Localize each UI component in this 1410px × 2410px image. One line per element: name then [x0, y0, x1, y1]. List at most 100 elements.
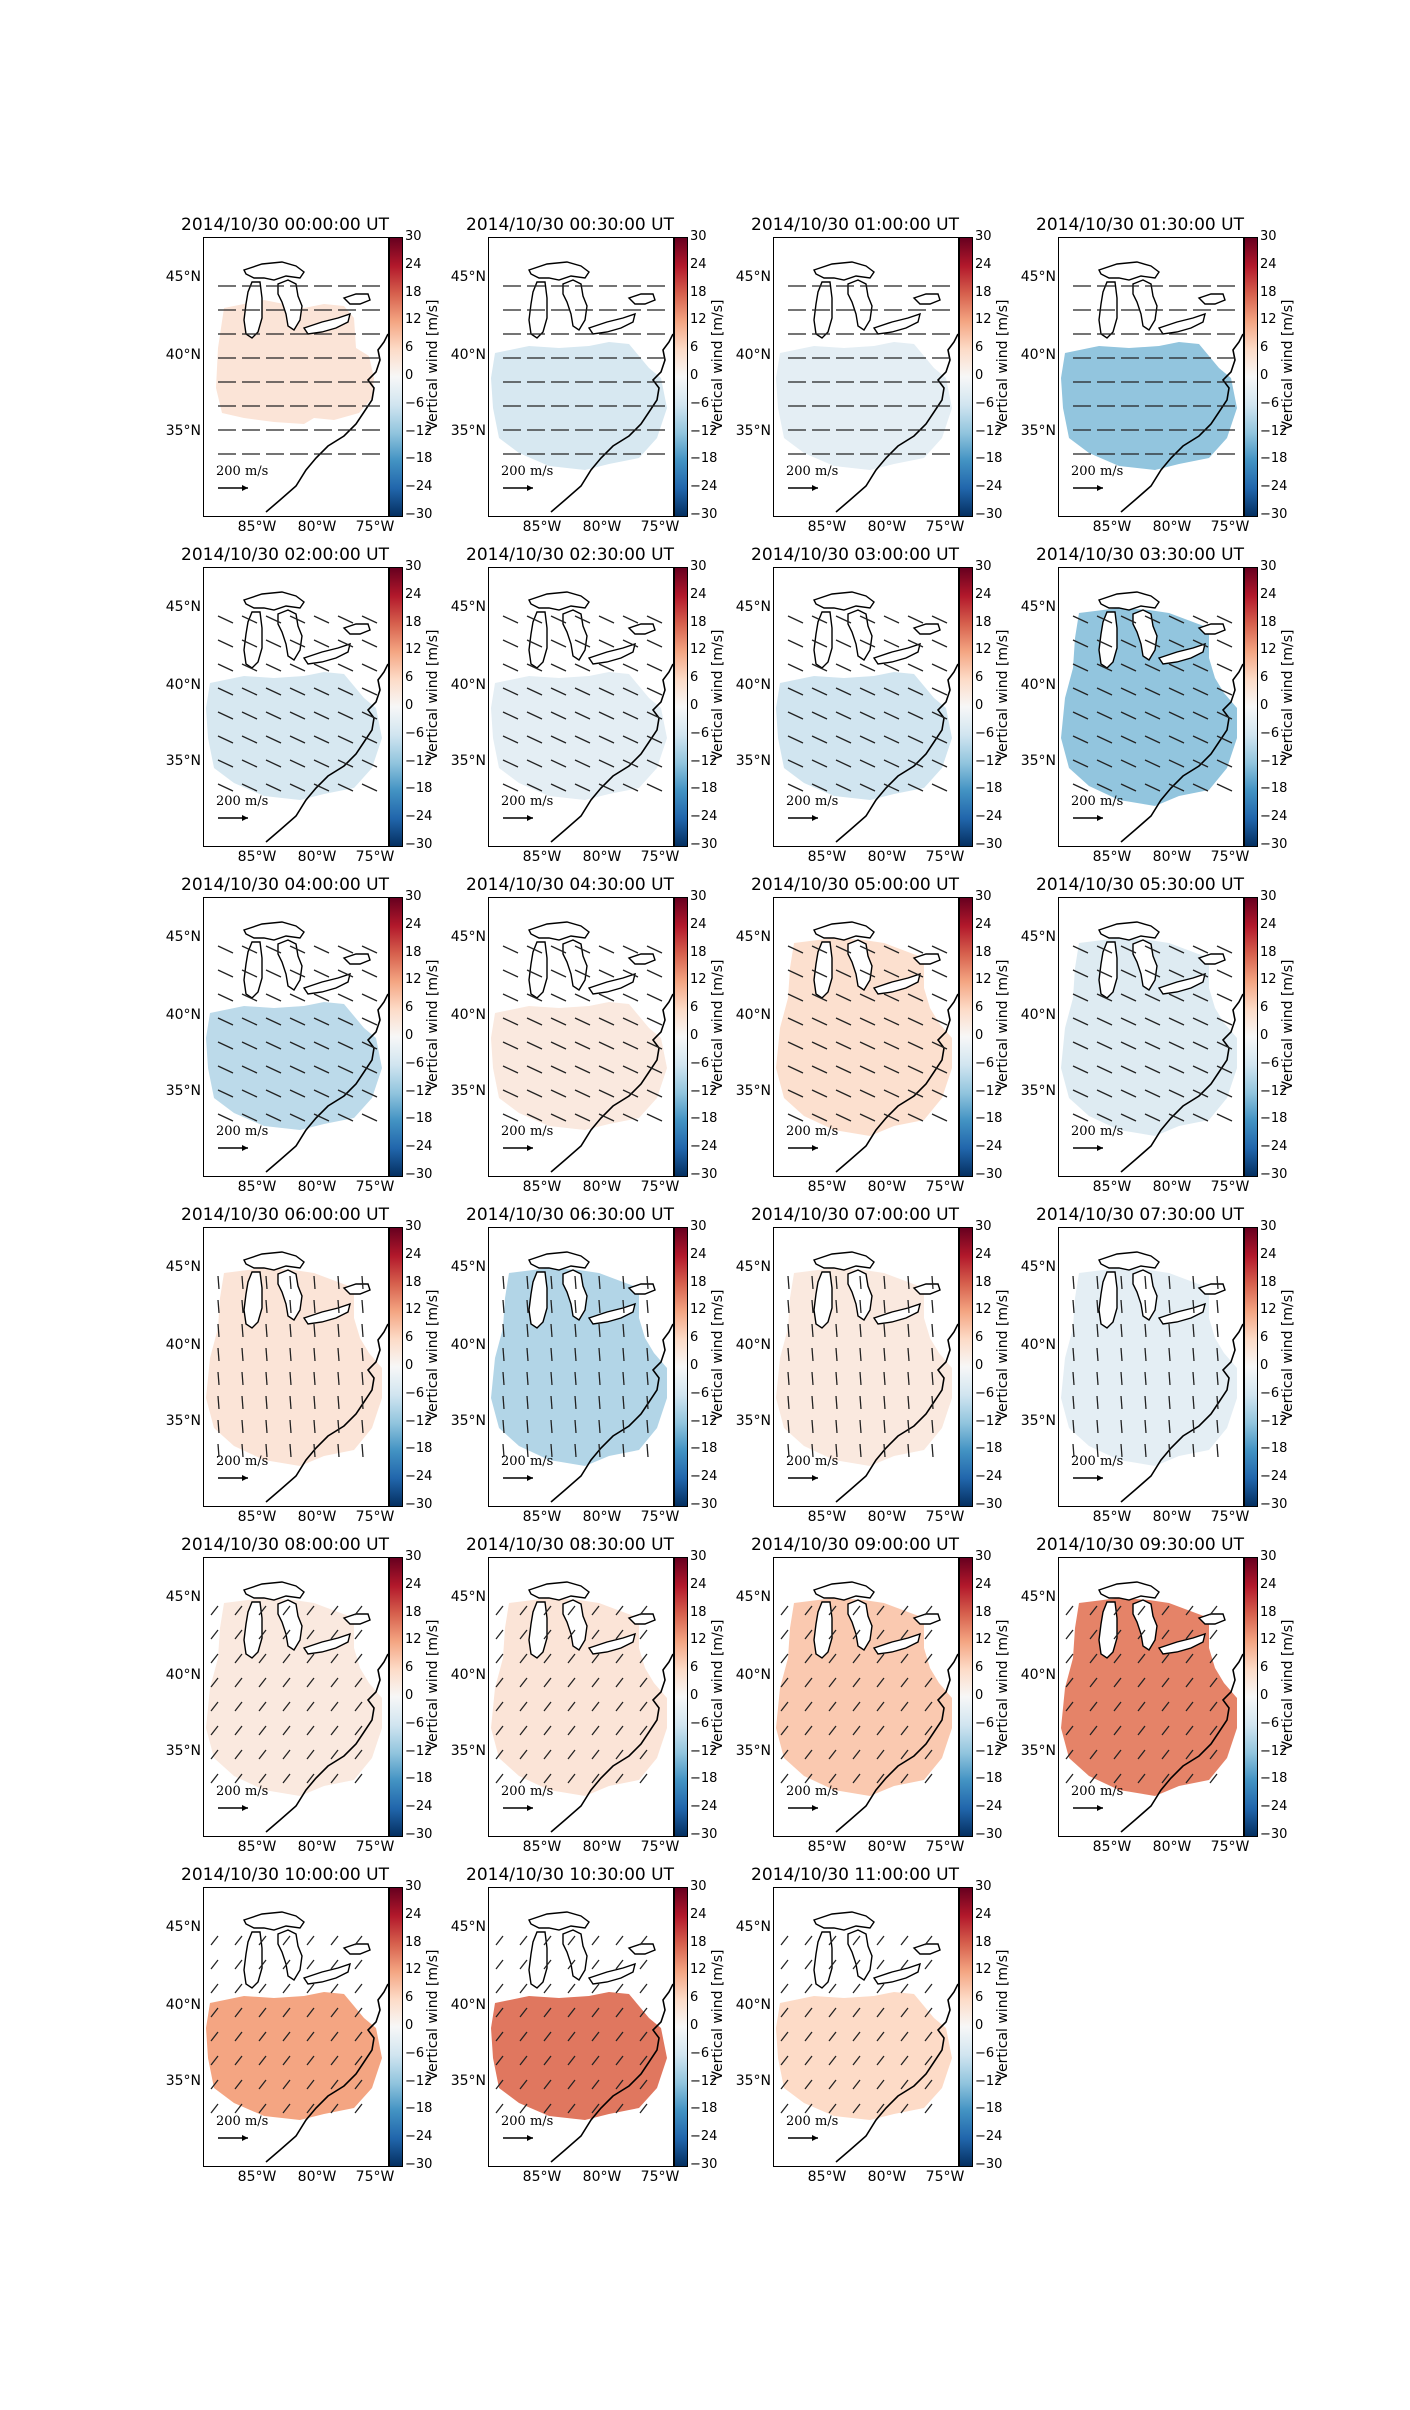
- colorbar-tick-label: −24: [405, 809, 433, 825]
- colorbar-tick-label: 12: [405, 642, 422, 658]
- wind-vector: [811, 735, 828, 744]
- wind-vector: [859, 1017, 876, 1026]
- wind-vector: [591, 1983, 600, 1994]
- wind-vector: [574, 969, 591, 978]
- wind-vector: [550, 735, 567, 744]
- colorbar-tick-label: −30: [405, 1497, 433, 1512]
- wind-vector: [811, 1041, 828, 1050]
- wind-vector: [598, 1323, 601, 1338]
- wind-vector: [622, 687, 639, 696]
- wind-vector: [1192, 711, 1209, 720]
- lake-outline: [847, 1929, 873, 1981]
- lake-outline: [847, 939, 873, 991]
- latitude-label: 40°N: [1020, 1007, 1056, 1023]
- wind-vector: [924, 1983, 933, 1994]
- wind-vector: [804, 1959, 813, 1970]
- colorbar-tick-label: 30: [1260, 559, 1277, 574]
- wind-vector: [622, 993, 639, 1002]
- colorbar-tick-label: −6: [1260, 395, 1280, 411]
- wind-vector: [330, 1959, 339, 1970]
- wind-vector: [828, 1629, 837, 1640]
- wind-vector: [1168, 615, 1185, 624]
- wind-vector: [217, 615, 234, 624]
- colorbar-tick-label: 6: [1260, 340, 1269, 356]
- wind-vector: [1096, 969, 1113, 978]
- scale-arrow-head: [1097, 1145, 1103, 1151]
- wind-vector: [639, 2007, 648, 2018]
- scale-label: 200 m/s: [786, 464, 839, 479]
- latitude-label: 45°N: [450, 599, 486, 615]
- colorbar-tick-label: 18: [975, 284, 992, 300]
- wind-vector: [526, 711, 543, 720]
- wind-vector: [622, 639, 639, 648]
- colorbar-label: Vertical wind [m/s]: [995, 629, 1011, 761]
- colorbar-tick-label: 0: [975, 1028, 984, 1043]
- colorbar-tick-label: 30: [690, 889, 707, 904]
- scale-label: 200 m/s: [216, 464, 269, 479]
- colorbar-label: Vertical wind [m/s]: [1280, 299, 1296, 431]
- wind-vector: [804, 1725, 813, 1736]
- colorbar-tick-label: 18: [405, 614, 422, 630]
- wind-vector: [811, 1443, 814, 1458]
- wind-vector: [574, 1275, 577, 1290]
- wind-vector: [787, 759, 804, 768]
- wind-vector: [646, 639, 663, 648]
- wind-vector: [804, 1935, 813, 1946]
- wind-vector: [217, 1323, 220, 1338]
- wind-vector: [787, 1395, 790, 1410]
- wind-vector: [804, 1677, 813, 1688]
- scale-arrow-head: [1097, 1805, 1103, 1811]
- wind-vector: [526, 945, 543, 954]
- wind-vector: [495, 1629, 504, 1640]
- wind-vector: [615, 1983, 624, 1994]
- longitude-label: 75°W: [925, 519, 965, 535]
- wind-vector: [258, 1605, 267, 1616]
- wind-vector: [883, 687, 900, 696]
- wind-vector: [852, 2031, 861, 2042]
- panel-title: 2014/10/30 07:30:00 UT: [1036, 1205, 1244, 1225]
- map-panel: 2014/10/30 02:00:00 UT 200 m/s 45°N 40°N 35°…: [166, 545, 465, 875]
- colorbar-tick-label: −12: [405, 753, 433, 769]
- longitude-label: 75°W: [1210, 1179, 1250, 1195]
- wind-vector: [907, 687, 924, 696]
- wind-vector: [519, 2079, 528, 2090]
- wind-vector: [883, 1275, 886, 1290]
- wind-vector: [828, 2103, 837, 2114]
- longitude-label: 80°W: [582, 519, 622, 535]
- wind-vector: [567, 1605, 576, 1616]
- wind-vector: [1192, 945, 1209, 954]
- wind-vector: [217, 945, 234, 954]
- panel-title: 2014/10/30 00:00:00 UT: [181, 215, 389, 235]
- wind-vector: [900, 2007, 909, 2018]
- colorbar: [389, 897, 403, 1177]
- wind-vector: [234, 1677, 243, 1688]
- colorbar-tick-label: 24: [690, 1246, 707, 1262]
- wind-vector: [543, 1677, 552, 1688]
- wind-vector: [1137, 1653, 1146, 1664]
- wind-vector: [852, 1725, 861, 1736]
- lake-outline: [1098, 1251, 1160, 1271]
- colorbar-tick-label: 24: [1260, 586, 1277, 602]
- wind-vector: [313, 783, 330, 792]
- longitude-label: 80°W: [867, 1839, 907, 1855]
- lake-outline: [277, 1929, 303, 1981]
- wind-vector: [574, 615, 591, 624]
- wind-vector: [804, 2055, 813, 2066]
- wind-vector: [210, 1629, 219, 1640]
- wind-vector: [502, 993, 519, 1002]
- latitude-label: 40°N: [450, 1667, 486, 1683]
- colorbar-tick-label: −6: [690, 725, 710, 741]
- wind-vector: [526, 1419, 529, 1434]
- wind-vector: [859, 663, 876, 672]
- wind-vector: [924, 2103, 933, 2114]
- wind-vector: [289, 687, 306, 696]
- colorbar-tick-label: −24: [405, 1799, 433, 1815]
- longitude-label: 80°W: [297, 849, 337, 865]
- colorbar: [1244, 237, 1258, 517]
- longitude-label: 75°W: [355, 849, 395, 865]
- wind-vector: [1120, 969, 1137, 978]
- colorbar-tick-label: −6: [405, 395, 425, 411]
- wind-vector: [811, 615, 828, 624]
- wind-vector: [828, 2055, 837, 2066]
